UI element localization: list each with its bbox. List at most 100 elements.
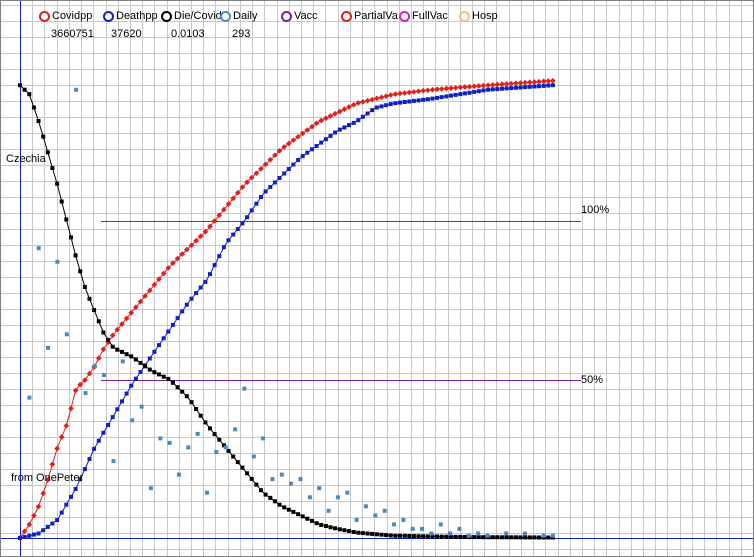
- data-point-covidpp: [40, 490, 47, 497]
- data-point-covidpp: [318, 117, 325, 124]
- data-point-deathpp: [249, 208, 254, 213]
- data-point-covidpp: [170, 260, 176, 266]
- data-point-deathpp: [45, 524, 50, 529]
- data-point-covidpp: [109, 332, 116, 339]
- data-point-deathpp: [513, 85, 518, 90]
- data-point-deathpp: [527, 84, 532, 89]
- legend-value: 37620: [111, 28, 142, 40]
- data-point-covidpp: [165, 265, 172, 271]
- data-point-deathpp: [272, 180, 277, 185]
- data-point-die-covid: [194, 407, 199, 411]
- data-point-die-covid: [249, 476, 254, 481]
- data-point-die-covid: [407, 534, 412, 538]
- data-point-covidpp: [401, 90, 408, 96]
- data-point-daily: [111, 459, 116, 463]
- data-point-covidpp: [114, 326, 121, 333]
- data-point-covidpp: [156, 276, 162, 282]
- data-point-die-covid: [208, 426, 212, 431]
- data-point-covidpp: [420, 87, 427, 94]
- data-point-die-covid: [115, 347, 120, 352]
- data-point-die-covid: [476, 535, 481, 540]
- data-point-daily: [83, 391, 88, 396]
- data-point-deathpp: [268, 185, 273, 189]
- data-point-die-covid: [286, 507, 291, 512]
- data-point-daily: [158, 436, 163, 441]
- data-point-covidpp: [355, 100, 362, 106]
- data-point-deathpp: [180, 309, 185, 314]
- data-point-deathpp: [439, 95, 444, 100]
- data-point-covidpp: [63, 422, 70, 429]
- data-point-die-covid: [495, 535, 500, 540]
- data-point-covidpp: [522, 79, 528, 86]
- data-point-deathpp: [282, 171, 287, 176]
- data-point-covidpp: [494, 81, 501, 88]
- data-point-covidpp: [360, 98, 366, 105]
- data-point-deathpp: [22, 534, 27, 539]
- data-point-deathpp: [300, 154, 305, 159]
- data-point-deathpp: [254, 201, 259, 206]
- data-point-covidpp: [323, 115, 329, 122]
- legend-label: Hosp: [472, 10, 498, 22]
- data-point-die-covid: [402, 533, 407, 538]
- data-point-daily: [195, 431, 200, 436]
- data-point-covidpp: [239, 184, 246, 191]
- data-point-die-covid: [509, 535, 514, 540]
- data-point-daily: [476, 531, 481, 536]
- data-point-die-covid: [430, 534, 435, 539]
- legend-label: Vacc: [294, 10, 318, 22]
- credit-label: from OnePeter: [11, 472, 84, 484]
- data-point-covidpp: [285, 140, 292, 147]
- data-point-deathpp: [444, 94, 449, 99]
- legend-marker-icon: [39, 11, 50, 22]
- data-point-covidpp: [480, 82, 487, 89]
- legend-marker-icon: [459, 11, 470, 22]
- data-point-die-covid: [537, 535, 541, 540]
- data-point-daily: [223, 445, 228, 450]
- data-point-die-covid: [439, 534, 444, 539]
- data-point-covidpp: [258, 165, 264, 172]
- legend-label: FullVac: [412, 10, 448, 22]
- data-point-covidpp: [193, 237, 199, 244]
- data-point-deathpp: [398, 100, 402, 105]
- data-point-die-covid: [45, 150, 50, 155]
- legend-label: Covidpp: [52, 10, 93, 22]
- data-point-covidpp: [513, 80, 519, 87]
- data-point-daily: [102, 373, 107, 377]
- data-point-deathpp: [472, 89, 477, 94]
- data-point-covidpp: [415, 88, 422, 95]
- data-point-die-covid: [296, 512, 301, 517]
- data-point-deathpp: [175, 316, 180, 321]
- data-point-die-covid: [365, 531, 370, 536]
- data-point-daily: [74, 87, 79, 92]
- legend-value: 0.0103: [171, 28, 205, 40]
- data-point-covidpp: [21, 528, 28, 535]
- data-point-daily: [382, 508, 387, 513]
- data-point-die-covid: [240, 465, 245, 470]
- data-point-daily: [298, 477, 303, 482]
- data-point-deathpp: [138, 370, 143, 374]
- data-point-deathpp: [388, 102, 393, 107]
- data-point-deathpp: [500, 86, 504, 91]
- data-point-covidpp: [133, 304, 139, 311]
- data-point-deathpp: [59, 510, 64, 515]
- data-point-covidpp: [281, 144, 288, 150]
- data-point-deathpp: [203, 279, 208, 284]
- data-point-daily: [448, 531, 453, 536]
- data-point-die-covid: [351, 530, 356, 534]
- data-point-deathpp: [124, 391, 129, 396]
- data-point-deathpp: [370, 108, 375, 113]
- data-point-deathpp: [87, 457, 92, 461]
- data-point-deathpp: [310, 147, 314, 152]
- data-point-daily: [205, 490, 209, 495]
- data-point-deathpp: [351, 120, 356, 125]
- data-point-covidpp: [424, 87, 431, 94]
- data-point-deathpp: [476, 89, 481, 94]
- data-point-deathpp: [221, 245, 226, 250]
- data-point-die-covid: [272, 499, 277, 504]
- data-point-die-covid: [319, 522, 324, 527]
- data-point-die-covid: [129, 354, 134, 359]
- data-point-covidpp: [508, 80, 515, 87]
- data-point-deathpp: [129, 383, 134, 388]
- data-point-deathpp: [263, 189, 268, 194]
- data-point-covidpp: [82, 377, 88, 383]
